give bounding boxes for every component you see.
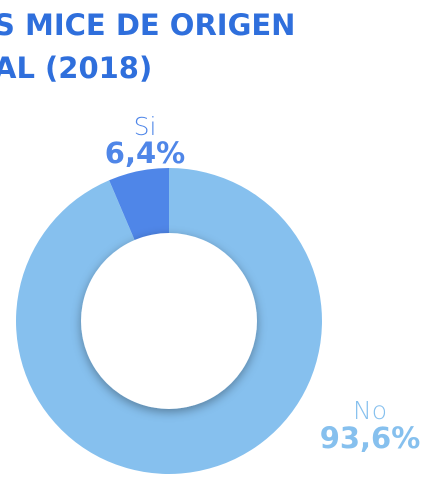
donut-hole [81,233,257,409]
category-label: No [353,396,387,425]
category-label: Si [134,112,157,141]
chart-title: S MICE DE ORIGEN [0,8,295,42]
value-label: 93,6% [320,421,421,455]
value-label: 6,4% [105,136,185,170]
chart-title: AL (2018) [0,51,152,85]
